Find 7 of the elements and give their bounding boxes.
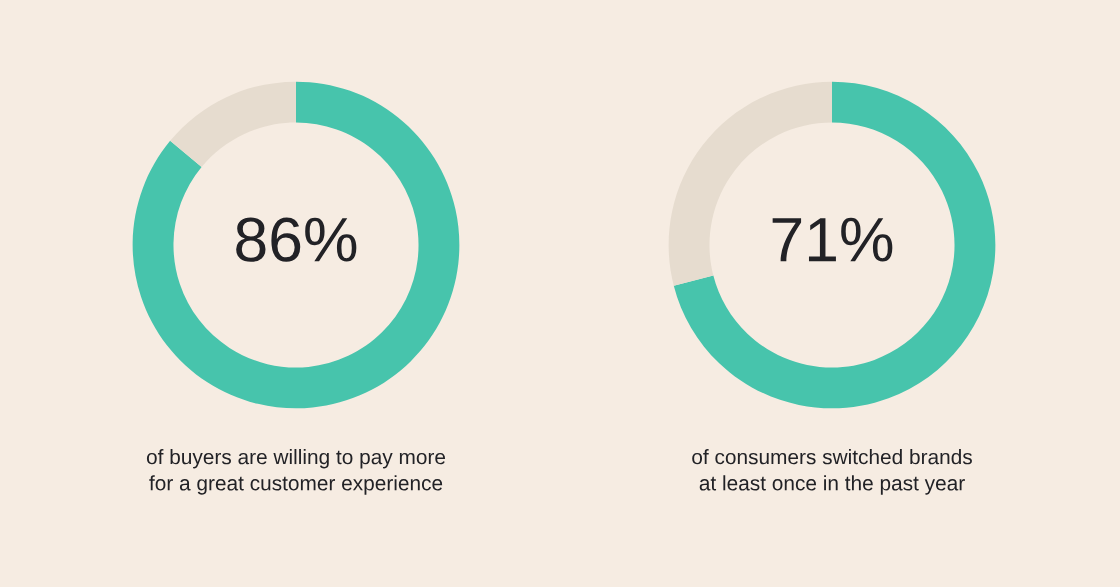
text: of consumers switched brands at least once in the past year [692, 449, 972, 495]
donut-slice [170, 81, 296, 167]
data-label: 86% [236, 217, 357, 262]
donut-slice [132, 81, 460, 409]
text: of buyers are willing to pay more for a great customer experience [146, 449, 446, 495]
data-label: 71% [772, 217, 893, 262]
donut-slice [673, 81, 996, 409]
